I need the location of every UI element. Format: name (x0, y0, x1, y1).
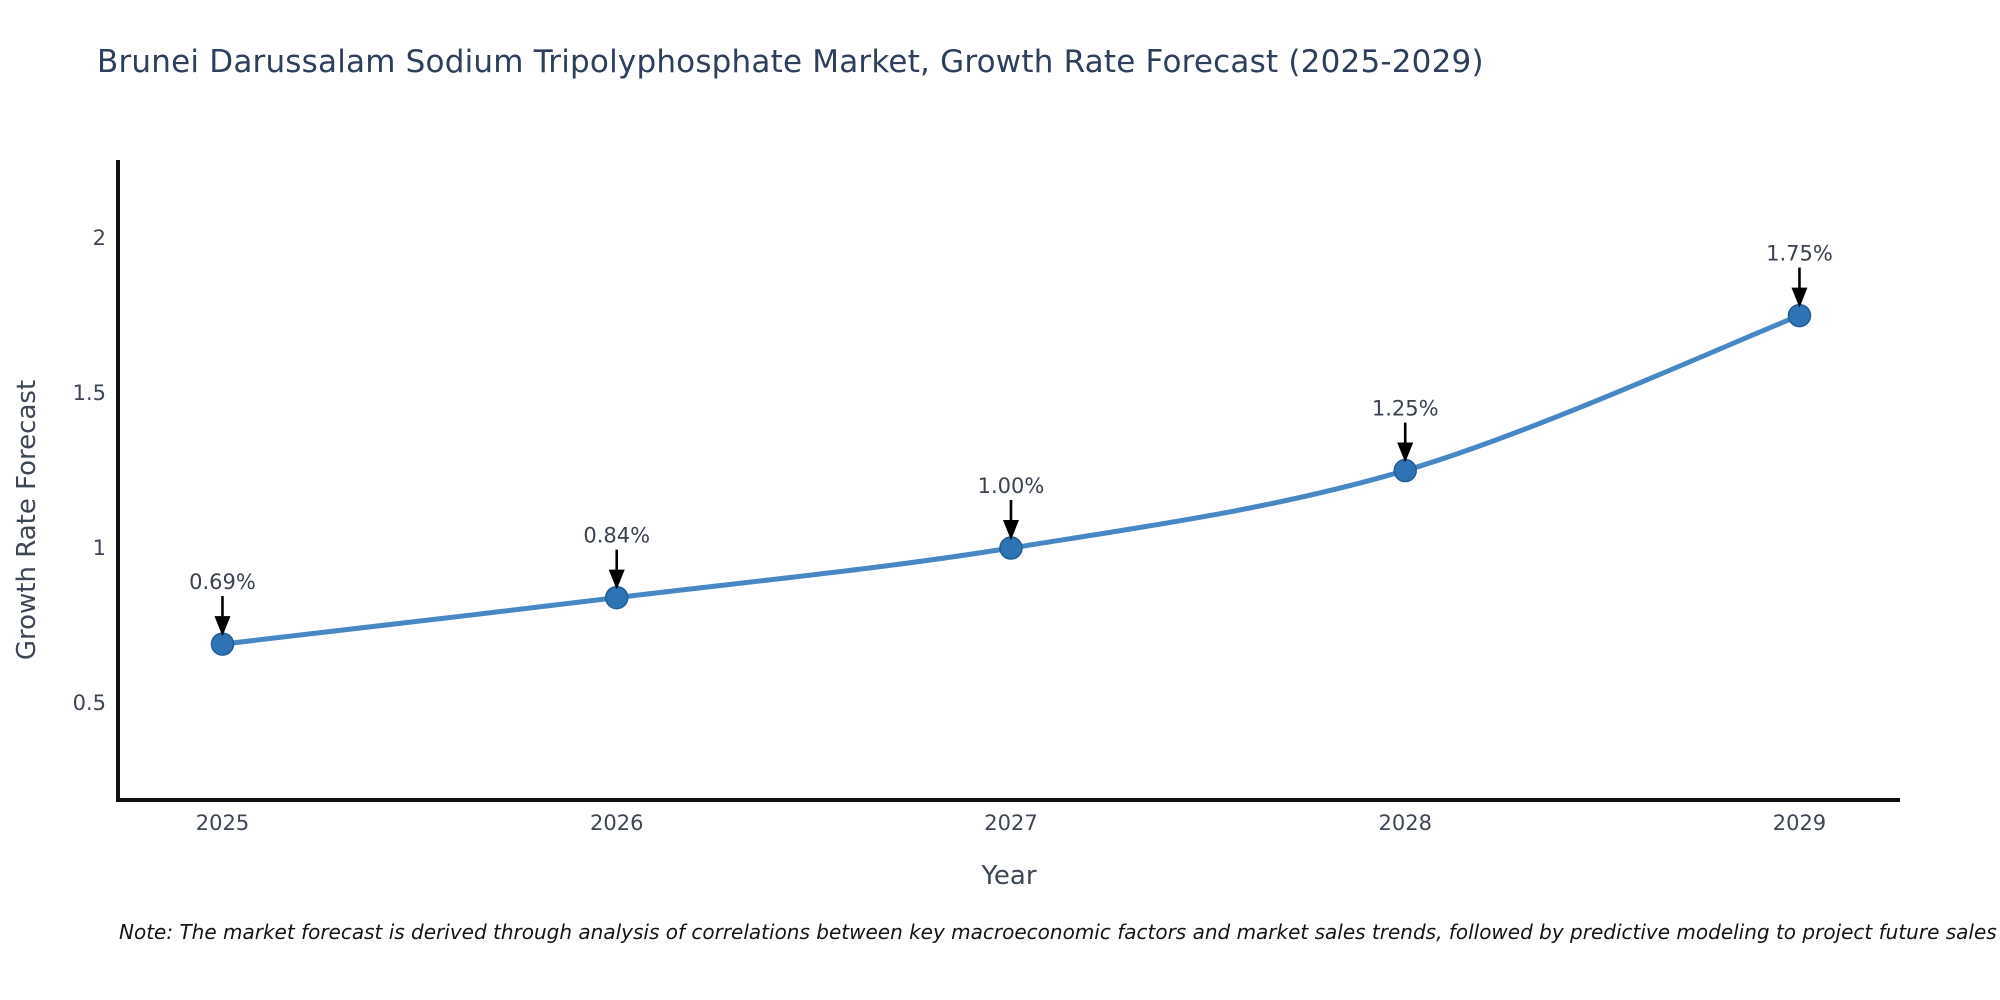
data-point-label: 1.25% (1372, 397, 1439, 421)
y-axis-title: Growth Rate Forecast (12, 379, 42, 661)
plot-area (116, 160, 1900, 802)
data-point-marker (999, 536, 1023, 560)
y-tick-label: 0.5 (72, 690, 106, 715)
annotation-arrowhead-icon (608, 569, 625, 590)
line-chart: 0.69% 0.84% 1.00% 1.25% 1.75% (189, 242, 1833, 656)
annotation-arrowhead-icon (1002, 520, 1019, 541)
x-tick-label: 2027 (984, 811, 1038, 835)
data-point-marker (210, 632, 235, 656)
annotation-arrowhead-icon (1397, 442, 1414, 463)
annotation-arrowhead-icon (1791, 287, 1808, 308)
x-tick-label: 2025 (195, 811, 250, 835)
data-point-marker (604, 585, 629, 610)
data-point-label: 1.75% (1766, 242, 1833, 266)
x-tick-label: 2028 (1378, 811, 1432, 835)
y-tick-label: 1.5 (72, 381, 106, 406)
data-point-marker (1787, 303, 1812, 328)
annotation-arrowhead-icon (214, 616, 231, 637)
x-axis-title: Year (981, 861, 1037, 891)
y-tick-label: 1 (92, 536, 106, 561)
x-tick-label: 2026 (589, 811, 644, 835)
data-point-label: 0.84% (583, 524, 650, 548)
x-tick-label: 2029 (1772, 811, 1827, 835)
chart-title: Brunei Darussalam Sodium Tripolyphosphat… (97, 44, 1484, 80)
data-point-marker (1393, 458, 1417, 483)
data-point-label: 1.00% (978, 474, 1045, 498)
footnote: Note: The market forecast is derived thr… (119, 920, 1997, 944)
y-tick-label: 2 (92, 226, 106, 251)
data-point-label: 0.69% (189, 570, 256, 594)
